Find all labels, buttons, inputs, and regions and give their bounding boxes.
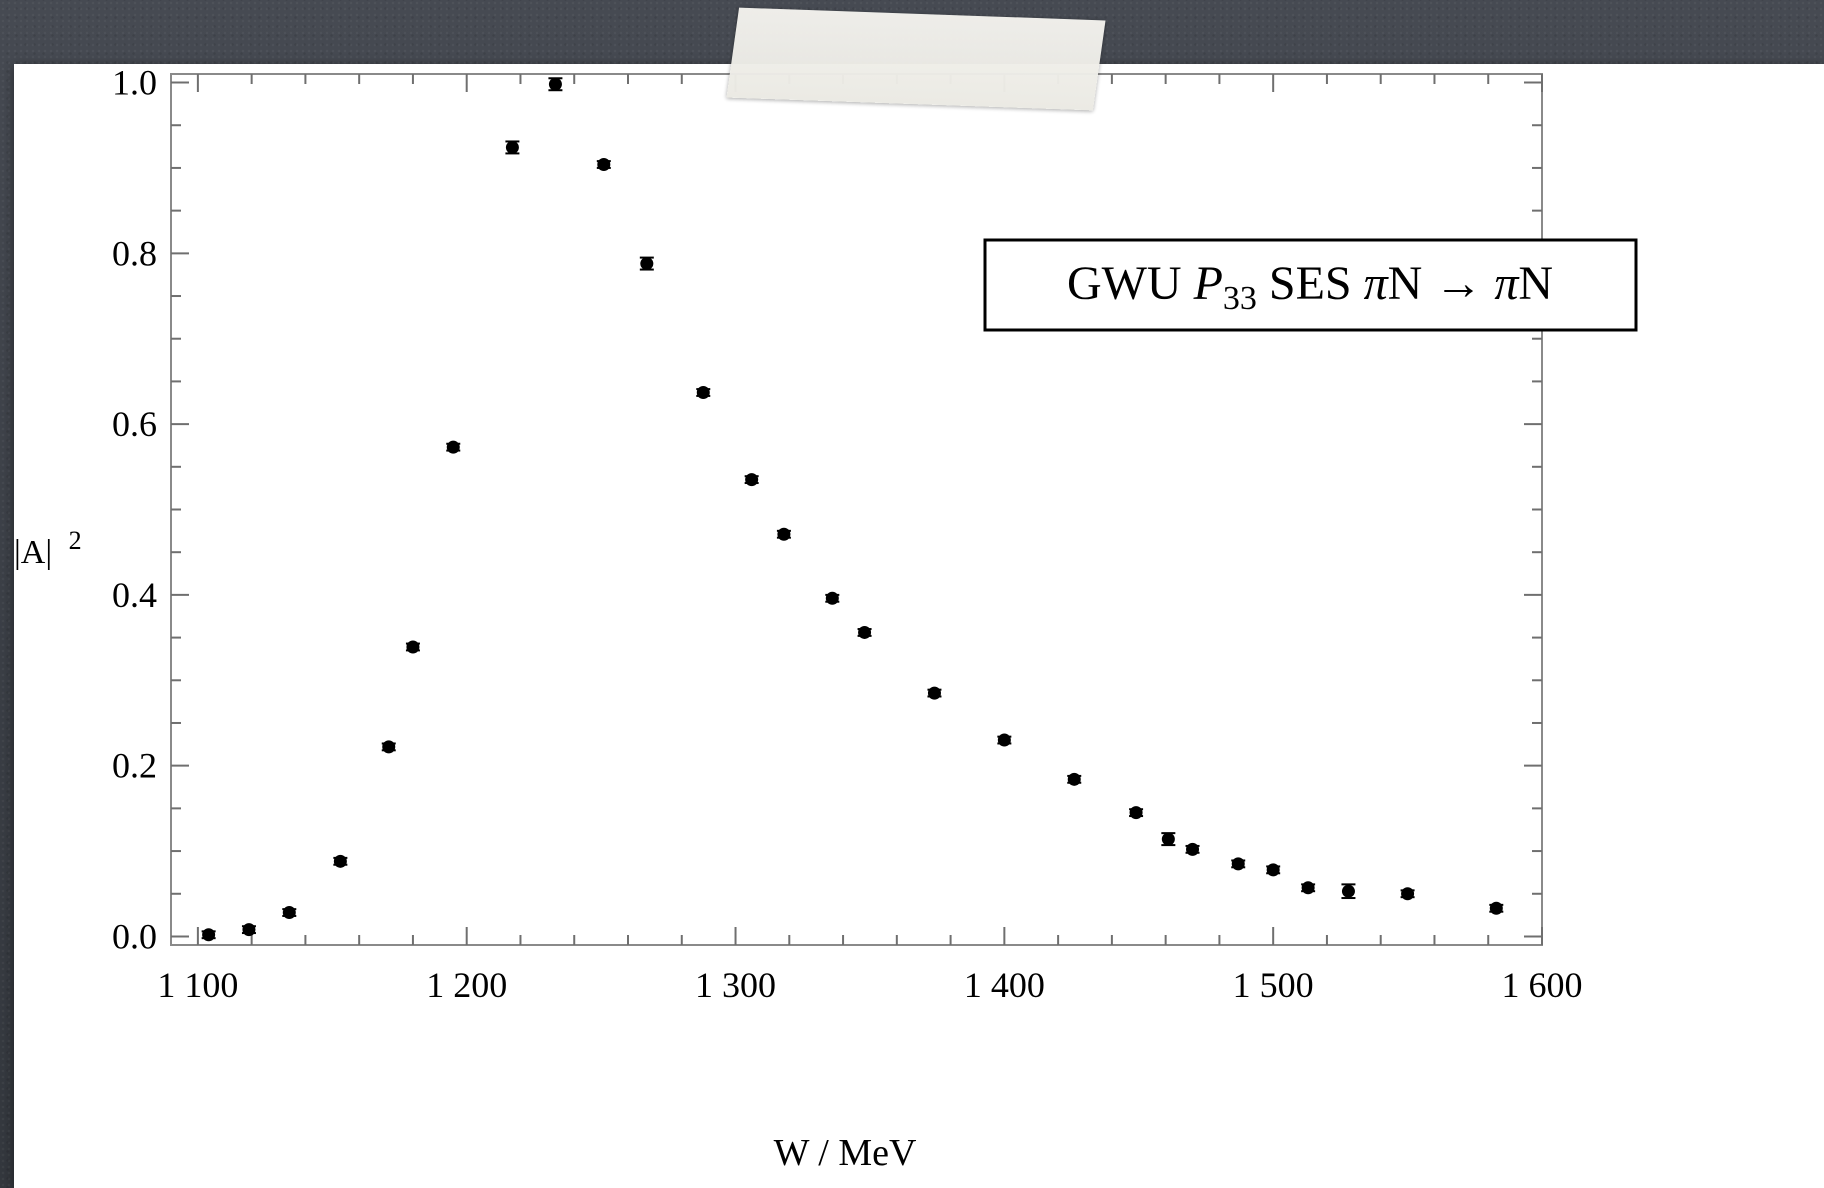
data-point — [1161, 832, 1176, 847]
x-axis-label: W / MeV — [774, 1132, 917, 1174]
data-marker — [597, 158, 611, 172]
x-tick-labels: 1 100 1 200 1 300 1 400 1 500 1 600 — [157, 965, 1582, 1005]
y-tick-label: 0.8 — [112, 233, 157, 273]
data-point — [1266, 863, 1281, 877]
data-point — [1489, 901, 1504, 915]
data-marker — [696, 386, 710, 400]
data-marker — [548, 77, 562, 91]
y-tick-label: 1.0 — [112, 64, 157, 103]
y-tick-label: 0.0 — [112, 916, 157, 956]
data-marker — [777, 527, 791, 541]
data-point — [241, 923, 256, 937]
legend-reaction-end: N — [1518, 257, 1553, 310]
data-marker — [242, 923, 256, 937]
plot-frame — [170, 73, 1543, 946]
legend-reaction-mid: N → — [1388, 257, 1495, 310]
data-point — [997, 733, 1012, 747]
x-tick-label: 1 600 — [1502, 965, 1583, 1005]
data-point — [1129, 806, 1144, 820]
data-point — [505, 140, 520, 155]
data-marker — [382, 740, 396, 754]
data-marker — [927, 686, 941, 700]
data-point — [446, 440, 461, 454]
data-point — [776, 527, 791, 541]
data-marker — [333, 854, 347, 868]
data-point — [857, 625, 872, 639]
data-point — [696, 386, 711, 400]
data-point — [282, 906, 297, 920]
data-point — [825, 591, 840, 605]
data-marker — [640, 257, 654, 271]
scatter-chart: |A| 2 W / MeV 1 100 1 200 1 300 1 400 1 500 1… — [14, 64, 1638, 1174]
data-marker — [202, 928, 216, 942]
data-marker — [406, 640, 420, 654]
legend-text: GWU P33 SES πN → πN — [1067, 257, 1553, 317]
data-marker — [825, 591, 839, 605]
y-tick-label: 0.4 — [112, 575, 157, 615]
x-axis-ticks — [196, 74, 1543, 945]
legend-wave-subscript: 33 — [1223, 280, 1257, 317]
data-point — [1067, 772, 1082, 786]
legend-wave: P — [1193, 257, 1223, 310]
data-marker — [858, 625, 872, 639]
y-tick-label: 0.6 — [112, 404, 157, 444]
y-tick-labels: 0.0 0.2 0.4 0.6 0.8 1.0 — [112, 64, 157, 956]
data-marker — [1161, 832, 1175, 846]
data-marker — [1186, 842, 1200, 856]
data-marker — [997, 733, 1011, 747]
data-marker — [1341, 884, 1355, 898]
y-axis-ticks — [171, 81, 1542, 938]
x-tick-label: 1 200 — [426, 965, 507, 1005]
data-point — [596, 158, 611, 172]
data-point — [1185, 842, 1200, 856]
data-marker — [1489, 901, 1503, 915]
data-marker — [1067, 772, 1081, 786]
y-axis-label-main: |A| — [14, 534, 52, 571]
data-point — [1341, 883, 1356, 900]
data-point — [639, 256, 654, 271]
y-axis-label-superscript: 2 — [69, 526, 82, 555]
data-point — [927, 686, 942, 700]
data-marker — [1266, 863, 1280, 877]
data-marker — [282, 906, 296, 920]
data-points — [201, 77, 1504, 942]
data-point — [381, 740, 396, 754]
legend-pi-2: π — [1494, 257, 1520, 310]
data-marker — [1301, 881, 1315, 895]
data-marker — [1129, 806, 1143, 820]
data-marker — [1231, 857, 1245, 871]
data-marker — [1401, 887, 1415, 901]
data-point — [548, 77, 563, 92]
legend-prefix: GWU — [1067, 257, 1194, 310]
data-point — [1400, 887, 1415, 901]
data-marker — [505, 140, 519, 154]
data-point — [405, 640, 420, 654]
x-tick-label: 1 300 — [695, 965, 776, 1005]
data-point — [201, 928, 216, 942]
data-marker — [745, 473, 759, 487]
x-tick-label: 1 100 — [157, 965, 238, 1005]
legend-pi-1: π — [1364, 257, 1390, 310]
data-marker — [446, 440, 460, 454]
data-point — [1231, 857, 1246, 871]
x-tick-label: 1 400 — [964, 965, 1045, 1005]
data-point — [744, 473, 759, 487]
y-axis-label: |A| 2 — [14, 526, 82, 571]
data-point — [1301, 881, 1316, 895]
x-tick-label: 1 500 — [1233, 965, 1314, 1005]
legend-box: GWU P33 SES πN → πN — [983, 238, 1638, 332]
y-tick-label: 0.2 — [112, 746, 157, 786]
legend-frame — [983, 238, 1638, 332]
data-point — [333, 854, 348, 868]
tape-strip — [726, 7, 1106, 111]
legend-suffix: SES — [1257, 257, 1364, 310]
